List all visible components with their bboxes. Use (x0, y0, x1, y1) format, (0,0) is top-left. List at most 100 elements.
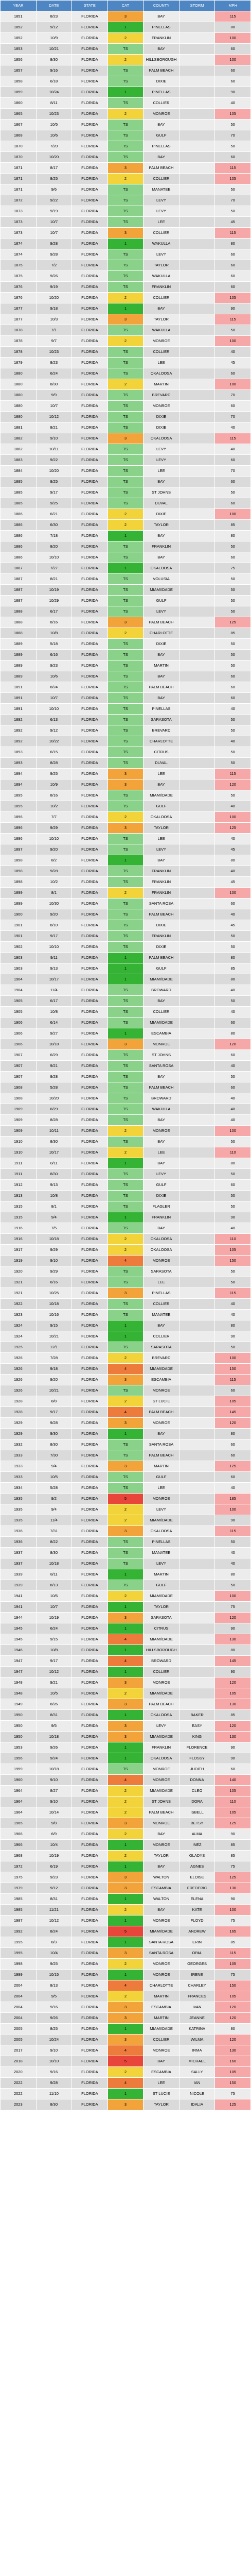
category-cell: 4 (107, 2045, 144, 2056)
county-cell: ST JOHNS (143, 487, 180, 498)
county-cell: GULF (143, 963, 180, 974)
state-cell: FLORIDA (71, 43, 108, 55)
category-cell: TS (107, 1136, 144, 1147)
county-cell: LEVY (143, 844, 180, 855)
date-cell: 8/28 (35, 757, 73, 769)
county-cell: WALTON (143, 1872, 180, 1883)
category-cell: TS (107, 1071, 144, 1082)
date-cell: 7/20 (35, 141, 73, 152)
county-cell: SARASOTA (143, 1612, 180, 1623)
table-row: 1934 5/28 FLORIDA TS LEE 40 (0, 1482, 251, 1494)
table-row: 1941 10/6 FLORIDA 2 MIAMI/DADE 100 (0, 1590, 251, 1602)
category-cell: TS (107, 411, 144, 422)
mph-cell: 40 (214, 1223, 251, 1234)
date-cell: 10/16 (35, 1309, 73, 1320)
storm-cell: FLOYD (178, 1915, 216, 1926)
storm-cell: BETSY (178, 1818, 216, 1829)
year-cell: 1905 (0, 995, 37, 1007)
county-cell: BAY (143, 1428, 180, 1439)
mph-cell: 145 (214, 1406, 251, 1418)
mph-cell: 110 (214, 1796, 251, 1807)
date-cell: 6/24 (35, 1623, 73, 1634)
year-cell: 1878 (0, 325, 37, 336)
state-cell: FLORIDA (71, 2056, 108, 2067)
category-cell: TS (107, 844, 144, 855)
storm-cell (178, 1655, 216, 1667)
date-cell: 8/24 (35, 1926, 73, 1937)
date-cell: 10/24 (35, 2034, 73, 2045)
mph-cell: 50 (214, 995, 251, 1007)
category-cell: 1 (107, 87, 144, 98)
date-cell: 10/3 (35, 314, 73, 325)
table-row: 1898 8/2 FLORIDA 1 BAY 80 (0, 855, 251, 866)
date-cell: 6/13 (35, 714, 73, 725)
year-cell: 1903 (0, 952, 37, 963)
year-cell: 1886 (0, 519, 37, 531)
storm-cell: ISBELL (178, 1807, 216, 1818)
table-row: 1887 10/19 FLORIDA TS MIAMI/DADE 50 (0, 584, 251, 596)
county-cell: CHARLOTTE (143, 736, 180, 747)
table-row: 1906 10/18 FLORIDA 3 MONROE 120 (0, 1039, 251, 1050)
storm-cell (178, 963, 216, 974)
table-row: 1920 9/29 FLORIDA TS SARASOTA 50 (0, 1266, 251, 1277)
date-cell: 9/10 (35, 433, 73, 444)
table-row: 1966 6/9 FLORIDA 2 BAY ALMA 90 (0, 1828, 251, 1840)
year-cell: 1910 (0, 1147, 37, 1158)
storm-cell (178, 422, 216, 433)
table-row: 1907 9/28 FLORIDA TS BAY 50 (0, 1071, 251, 1082)
storm-cell: DORA (178, 1796, 216, 1807)
storm-cell (178, 649, 216, 660)
table-row: 1964 10/14 FLORIDA 2 PALM BEACH ISBELL 105 (0, 1807, 251, 1818)
category-cell: 2 (107, 1850, 144, 1861)
year-cell: 1896 (0, 822, 37, 834)
date-cell: 9/28 (35, 1417, 73, 1429)
date-cell: 10/22 (35, 736, 73, 747)
state-cell: FLORIDA (71, 1179, 108, 1191)
mph-cell: 50 (214, 660, 251, 671)
year-cell: 1892 (0, 714, 37, 725)
mph-cell: 60 (214, 671, 251, 682)
storm-cell (178, 1266, 216, 1277)
date-cell: 10/10 (35, 2056, 73, 2067)
date-cell: 9/11 (35, 952, 73, 963)
county-cell: TAYLOR (143, 314, 180, 325)
category-cell: 3 (107, 433, 144, 444)
year-cell: 1911 (0, 1158, 37, 1169)
storm-cell (178, 1645, 216, 1656)
storm-cell: NICOLE (178, 2088, 216, 2099)
state-cell: FLORIDA (71, 1645, 108, 1656)
state-cell: FLORIDA (71, 649, 108, 660)
date-cell: 9/28 (35, 238, 73, 249)
storm-cell (178, 433, 216, 444)
mph-cell: 90 (214, 303, 251, 314)
date-cell: 8/1 (35, 887, 73, 899)
county-cell: BREVARD (143, 725, 180, 736)
storm-cell (178, 595, 216, 606)
date-cell: 9/28 (35, 1071, 73, 1082)
year-cell: 1913 (0, 1190, 37, 1201)
mph-cell: 115 (214, 314, 251, 325)
storm-cell (178, 379, 216, 390)
category-cell: TS (107, 422, 144, 433)
state-cell: FLORIDA (71, 1612, 108, 1623)
storm-cell (178, 952, 216, 963)
storm-cell (178, 573, 216, 585)
date-cell: 8/21 (35, 573, 73, 585)
county-cell: BAY (143, 11, 180, 22)
storm-cell (178, 1374, 216, 1385)
mph-cell: 80 (214, 238, 251, 249)
date-cell: 8/27 (35, 1785, 73, 1797)
table-row: 1883 9/22 FLORIDA TS LEVY 60 (0, 454, 251, 466)
state-cell: FLORIDA (71, 530, 108, 541)
category-cell: TS (107, 1277, 144, 1288)
category-cell: TS (107, 736, 144, 747)
year-cell: 1899 (0, 887, 37, 899)
mph-cell: 70 (214, 130, 251, 141)
table-row: 1923 10/16 FLORIDA TS MANATEE 40 (0, 1309, 251, 1320)
mph-cell: 105 (214, 108, 251, 120)
table-row: 2022 9/28 FLORIDA 4 LEE IAN 150 (0, 2077, 251, 2089)
category-cell: 2 (107, 1590, 144, 1602)
county-cell: LEE (143, 833, 180, 844)
mph-cell: 40 (214, 1309, 251, 1320)
county-cell: PINELLAS (143, 703, 180, 715)
